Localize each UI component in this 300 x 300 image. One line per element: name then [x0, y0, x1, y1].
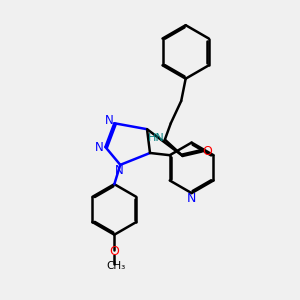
Text: N: N	[105, 114, 113, 128]
Text: CH₃: CH₃	[106, 261, 125, 271]
Text: O: O	[110, 244, 119, 258]
Text: N: N	[187, 192, 196, 205]
Text: O: O	[202, 145, 212, 158]
Text: HN: HN	[148, 133, 165, 143]
Text: N: N	[94, 140, 103, 154]
Text: N: N	[114, 164, 123, 177]
